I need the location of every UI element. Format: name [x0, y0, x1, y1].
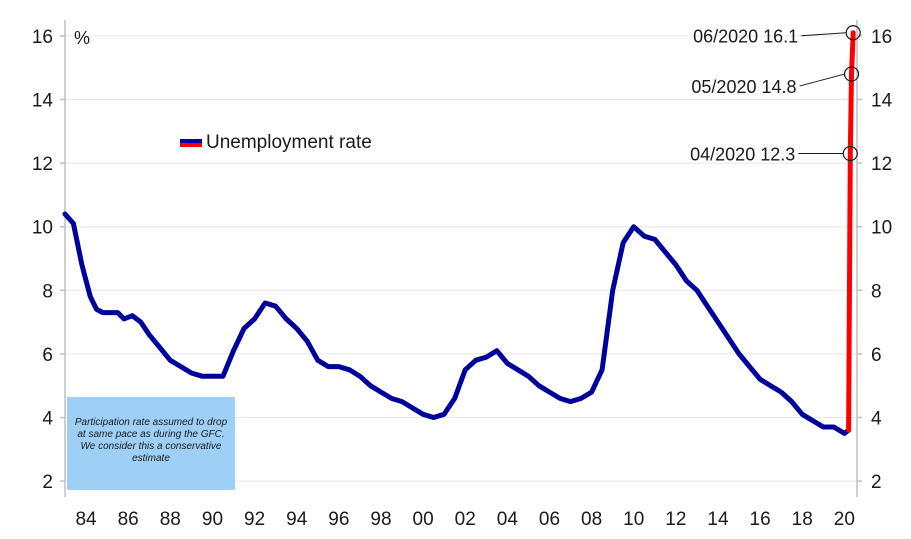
y-tick-label-left: 2 — [42, 472, 53, 493]
y-tick-labels-right: 2 4 6 8 10 12 14 16 — [871, 27, 893, 493]
unit-label: % — [74, 28, 90, 48]
note-box: Participation rate assumed to drop at sa… — [67, 397, 235, 490]
annotations: 04/2020 12.3 05/2020 14.8 06/2020 16.1 — [690, 25, 861, 165]
annotation-leader — [801, 32, 847, 37]
x-tick-label: 96 — [328, 509, 349, 530]
y-tick-label-right: 16 — [871, 27, 892, 48]
x-tick-label: 20 — [834, 509, 855, 530]
annotation-leader — [799, 73, 845, 87]
y-tick-label-left: 4 — [42, 409, 53, 430]
legend: Unemployment rate — [180, 132, 372, 154]
x-tick-label: 92 — [244, 509, 265, 530]
x-tick-label: 98 — [370, 509, 391, 530]
y-tick-label-left: 12 — [32, 154, 53, 175]
x-tick-label: 14 — [707, 509, 729, 530]
annotation-marker — [845, 25, 861, 41]
y-tick-label-left: 10 — [32, 218, 53, 239]
series-lines — [62, 30, 856, 436]
annotation-marker — [843, 66, 860, 82]
series-line-0 — [62, 211, 852, 436]
series-line-1 — [846, 30, 856, 433]
y-tick-label-right: 4 — [871, 409, 882, 430]
annotation-label: 04/2020 12.3 — [690, 145, 795, 165]
y-tick-label-right: 10 — [871, 218, 892, 239]
y-tick-labels-left: 2 4 6 8 10 12 14 16 — [32, 27, 54, 493]
annotation-label: 06/2020 16.1 — [693, 27, 798, 47]
x-tick-label: 94 — [286, 509, 308, 530]
x-tick-label: 04 — [497, 509, 519, 530]
y-tick-label-left: 6 — [42, 345, 53, 366]
annotation-marker — [842, 145, 858, 162]
x-tick-label: 02 — [455, 509, 476, 530]
x-tick-label: 16 — [750, 509, 771, 530]
legend-label: Unemployment rate — [206, 132, 372, 153]
y-tick-label-left: 16 — [32, 27, 53, 48]
y-tick-label-right: 6 — [871, 345, 882, 366]
y-tick-label-left: 14 — [32, 91, 54, 112]
y-tick-label-right: 8 — [871, 281, 882, 302]
y-tick-label-left: 8 — [42, 281, 53, 302]
x-tick-labels: 84 86 88 90 92 94 96 98 00 02 04 06 08 10 12 14 16 18 20 — [75, 509, 854, 530]
x-tick-label: 90 — [202, 509, 223, 530]
legend-swatch — [180, 139, 202, 147]
y-tick-label-right: 2 — [871, 472, 882, 493]
x-tick-label: 18 — [792, 509, 813, 530]
x-tick-label: 00 — [413, 509, 434, 530]
x-tick-label: 84 — [75, 509, 97, 530]
annotation-label: 05/2020 14.8 — [691, 77, 796, 97]
x-tick-label: 88 — [160, 509, 181, 530]
y-tick-label-right: 14 — [871, 91, 893, 112]
x-tick-label: 86 — [118, 509, 139, 530]
x-tick-label: 10 — [623, 509, 644, 530]
y-tick-label-right: 12 — [871, 154, 892, 175]
x-tick-label: 08 — [581, 509, 602, 530]
x-tick-label: 06 — [539, 509, 560, 530]
note-text: Participation rate assumed to drop at sa… — [74, 417, 228, 464]
x-tick-label: 12 — [665, 509, 686, 530]
